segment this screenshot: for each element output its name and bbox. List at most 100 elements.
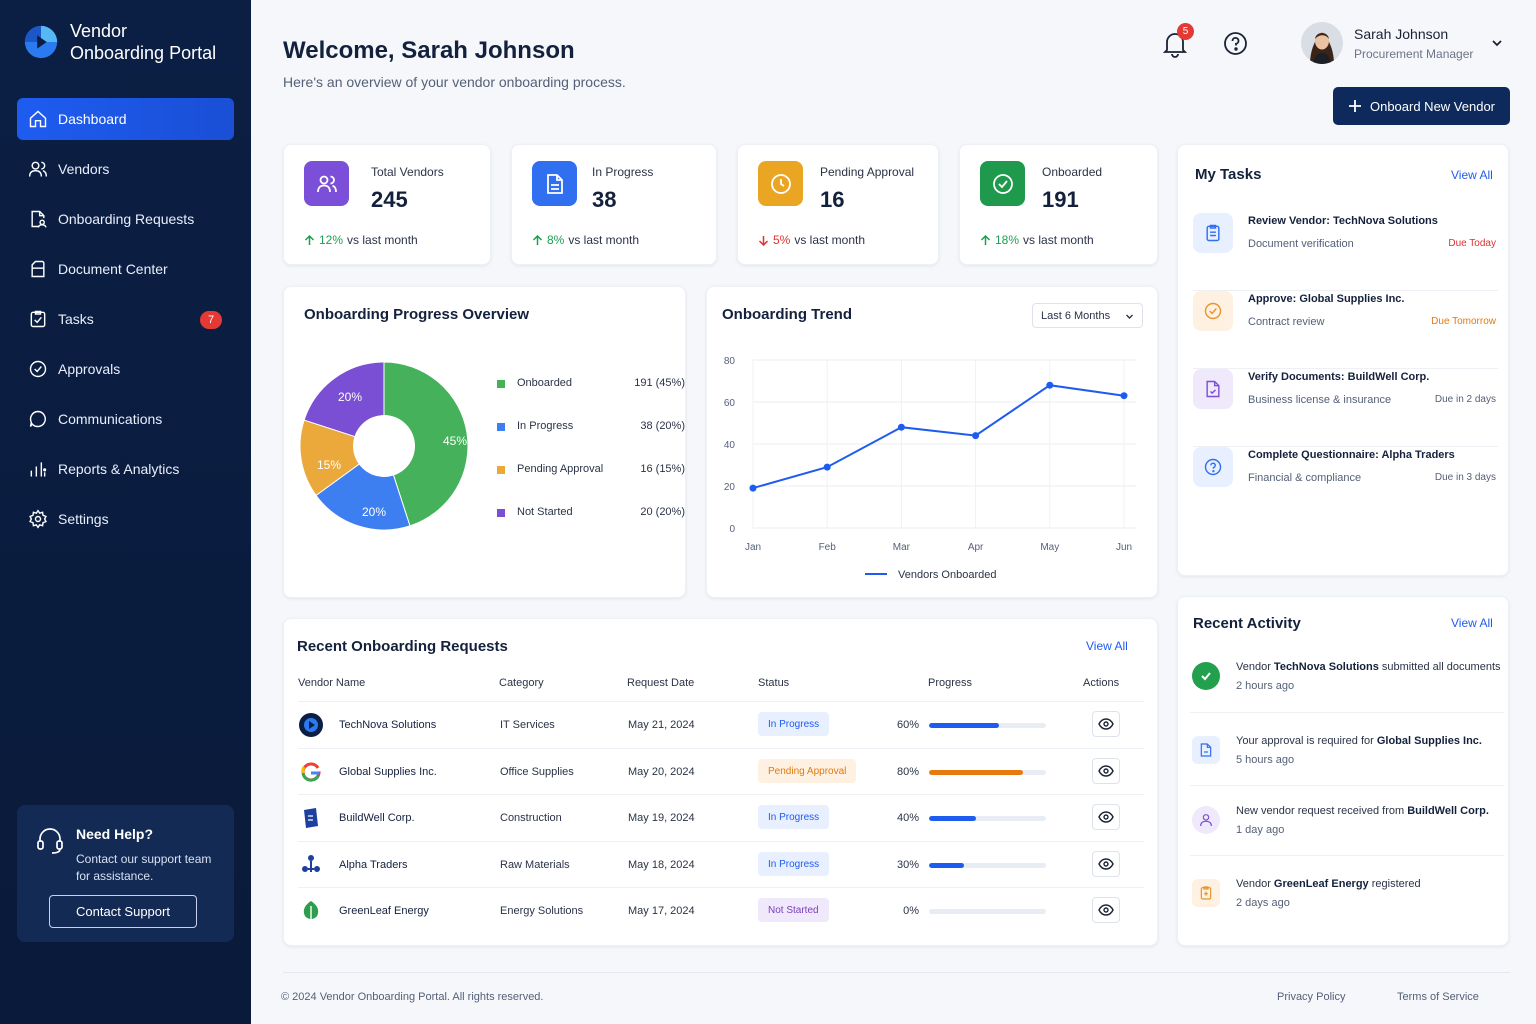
slice-label-pending: 15% xyxy=(317,458,341,472)
activity-item[interactable]: Vendor GreenLeaf Energy registered 2 day… xyxy=(1190,877,1504,929)
legend-swatch xyxy=(497,466,505,474)
sidebar-item-approvals[interactable]: Approvals xyxy=(17,348,234,390)
privacy-policy-link[interactable]: Privacy Policy xyxy=(1277,991,1346,1003)
data-point[interactable] xyxy=(972,432,980,440)
sidebar-item-label: Onboarding Requests xyxy=(58,211,195,227)
activity-view-all-link[interactable]: View All xyxy=(1451,616,1493,630)
activity-icon-bg xyxy=(1192,662,1220,690)
task-icon-bg xyxy=(1193,291,1233,331)
view-button[interactable] xyxy=(1092,758,1120,784)
task-item[interactable]: Review Vendor: TechNova Solutions Docume… xyxy=(1193,213,1498,291)
progress-bar xyxy=(929,770,1046,775)
users-icon xyxy=(28,161,48,177)
table-row[interactable]: TechNova Solutions IT Services May 21, 2… xyxy=(298,701,1144,747)
onboard-new-vendor-button[interactable]: Onboard New Vendor xyxy=(1333,87,1510,125)
stat-card-total-vendors[interactable]: Total Vendors 245 12% vs last month xyxy=(283,144,491,265)
activity-item[interactable]: Your approval is required for Global Sup… xyxy=(1190,734,1504,786)
avatar[interactable] xyxy=(1301,22,1343,64)
view-button[interactable] xyxy=(1092,711,1120,737)
vendor-name[interactable]: GreenLeaf Energy xyxy=(339,905,429,917)
sidebar-item-settings[interactable]: Settings xyxy=(17,498,234,540)
stat-trend-value: 8% xyxy=(547,233,565,247)
activity-item[interactable]: Vendor TechNova Solutions submitted all … xyxy=(1190,660,1504,713)
column-header-vendor[interactable]: Vendor Name xyxy=(298,677,366,689)
column-header-progress[interactable]: Progress xyxy=(928,677,973,689)
sidebar-item-reports[interactable]: Reports & Analytics xyxy=(17,448,234,490)
clock-icon xyxy=(770,173,791,194)
vendor-category: IT Services xyxy=(500,719,555,731)
vendor-category: Office Supplies xyxy=(500,766,574,778)
sidebar-item-onboarding-requests[interactable]: Onboarding Requests xyxy=(17,198,234,240)
activity-text: New vendor request received from BuildWe… xyxy=(1236,805,1489,817)
x-tick-label: Apr xyxy=(968,542,984,553)
data-point[interactable] xyxy=(823,463,831,471)
task-item[interactable]: Approve: Global Supplies Inc. Contract r… xyxy=(1193,291,1498,369)
brand[interactable]: Vendor Onboarding Portal xyxy=(22,20,216,64)
stat-label: Onboarded xyxy=(1042,165,1103,179)
stat-value: 16 xyxy=(820,187,845,212)
view-button[interactable] xyxy=(1092,804,1120,830)
help-icon[interactable] xyxy=(1223,31,1248,56)
data-point[interactable] xyxy=(1046,381,1054,389)
x-tick-label: Feb xyxy=(819,542,837,553)
donut-slice-onboarded[interactable] xyxy=(383,361,469,527)
data-point[interactable] xyxy=(749,484,757,492)
terms-of-service-link[interactable]: Terms of Service xyxy=(1397,991,1479,1003)
sidebar-item-label: Dashboard xyxy=(58,111,127,127)
sidebar-item-communications[interactable]: Communications xyxy=(17,398,234,440)
column-header-status[interactable]: Status xyxy=(758,677,790,689)
contact-support-button[interactable]: Contact Support xyxy=(49,895,197,928)
sidebar-item-document-center[interactable]: Document Center xyxy=(17,248,234,290)
activity-item[interactable]: New vendor request received from BuildWe… xyxy=(1190,804,1504,856)
user-icon xyxy=(1200,814,1212,827)
activity-text: Vendor TechNova Solutions submitted all … xyxy=(1236,661,1501,673)
y-tick-label: 80 xyxy=(724,356,736,367)
task-item[interactable]: Verify Documents: BuildWell Corp. Busine… xyxy=(1193,369,1498,447)
table-row[interactable]: BuildWell Corp. Construction May 19, 202… xyxy=(298,794,1144,840)
clipboard-icon xyxy=(30,310,46,328)
requests-view-all-link[interactable]: View All xyxy=(1086,639,1128,653)
chevron-down-icon[interactable] xyxy=(1490,36,1504,50)
progress-bar-fill xyxy=(929,816,976,821)
column-header-category[interactable]: Category xyxy=(499,677,544,689)
vendor-name[interactable]: Global Supplies Inc. xyxy=(339,766,437,778)
sidebar-item-dashboard[interactable]: Dashboard xyxy=(17,98,234,140)
table-row[interactable]: Global Supplies Inc. Office Supplies May… xyxy=(298,748,1144,794)
y-tick-label: 20 xyxy=(724,482,736,493)
stat-trend: 12% vs last month xyxy=(304,233,418,247)
stat-card-onboarded[interactable]: Onboarded 191 18% vs last month xyxy=(959,144,1158,265)
x-tick-label: Mar xyxy=(893,542,911,553)
donut-slice-pending-approval[interactable] xyxy=(299,419,386,497)
vendor-name[interactable]: Alpha Traders xyxy=(339,859,408,871)
stat-card-pending-approval[interactable]: Pending Approval 16 5% vs last month xyxy=(737,144,939,265)
my-tasks-title: My Tasks xyxy=(1195,166,1262,183)
task-item[interactable]: Complete Questionnaire: Alpha Traders Fi… xyxy=(1193,447,1498,525)
trend-range-dropdown[interactable]: Last 6 Months xyxy=(1032,303,1143,328)
tasks-view-all-link[interactable]: View All xyxy=(1451,168,1493,182)
stat-value: 245 xyxy=(371,187,408,212)
vendor-name[interactable]: BuildWell Corp. xyxy=(339,812,415,824)
status-badge: Not Started xyxy=(758,898,829,922)
stat-icon-bg xyxy=(532,161,577,206)
data-point[interactable] xyxy=(897,423,905,431)
legend-value: 20 (20%) xyxy=(640,506,685,518)
view-button[interactable] xyxy=(1092,897,1120,923)
eye-icon xyxy=(1098,718,1114,730)
vendor-category: Energy Solutions xyxy=(500,905,584,917)
view-button[interactable] xyxy=(1092,851,1120,877)
page-title: Welcome, Sarah Johnson xyxy=(283,37,575,64)
stat-trend-text: vs last month xyxy=(1023,233,1094,247)
arrow-up-icon xyxy=(532,234,543,245)
column-header-request-date[interactable]: Request Date xyxy=(627,677,695,689)
table-row[interactable]: Alpha Traders Raw Materials May 18, 2024… xyxy=(298,841,1144,887)
stat-card-in-progress[interactable]: In Progress 38 8% vs last month xyxy=(511,144,717,265)
task-subtitle: Document verification xyxy=(1248,238,1354,250)
sidebar-item-vendors[interactable]: Vendors xyxy=(17,148,234,190)
table-row[interactable]: GreenLeaf Energy Energy Solutions May 17… xyxy=(298,887,1144,933)
chevron-down-icon xyxy=(1126,314,1133,319)
sidebar-item-tasks[interactable]: Tasks 7 xyxy=(17,298,234,340)
home-icon xyxy=(29,110,47,128)
data-point[interactable] xyxy=(1120,392,1128,400)
x-tick-label: Jun xyxy=(1116,542,1132,553)
vendor-name[interactable]: TechNova Solutions xyxy=(339,719,437,731)
